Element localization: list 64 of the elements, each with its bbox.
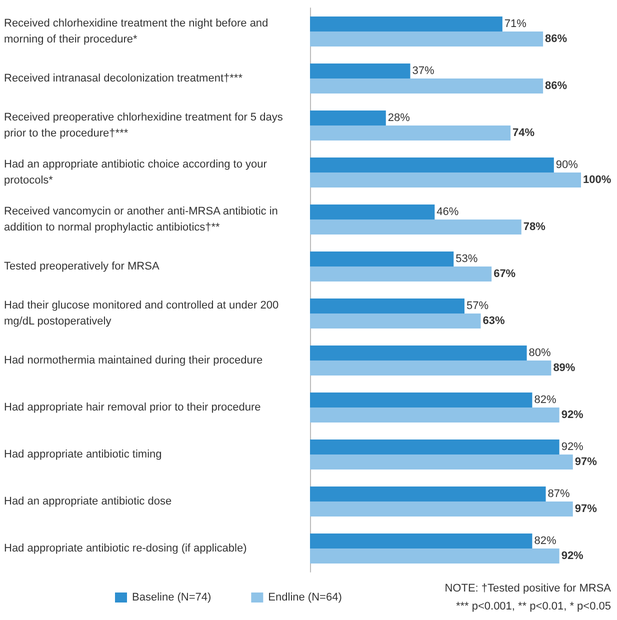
bar — [310, 454, 573, 470]
bar — [310, 439, 560, 454]
y-tick-label: Had an appropriate antibiotic choice according to your protocols* — [4, 158, 270, 186]
y-tick-label: Had appropriate antibiotic re-dosing (if applicable) — [4, 542, 247, 554]
data-label: 86% — [545, 80, 568, 92]
data-label: 92% — [561, 440, 584, 453]
data-label: 74% — [512, 127, 535, 140]
data-label: 46% — [436, 206, 459, 218]
y-tick-label: Had appropriate antibiotic timing — [4, 448, 162, 460]
bar — [310, 360, 552, 376]
bar — [310, 172, 581, 188]
y-tick-label: Tested preoperatively for MRSA — [4, 260, 160, 272]
bar — [310, 204, 435, 220]
data-label: 92% — [561, 409, 584, 422]
y-tick-label: Received chlorhexidine treatment the night before and morning of their procedure* — [4, 18, 272, 46]
data-label: 97% — [574, 456, 598, 468]
data-label: 80% — [528, 346, 552, 359]
bar — [310, 251, 454, 266]
text: NOTE: †Tested positive for MRSA — [444, 582, 612, 594]
bar — [310, 32, 544, 47]
bar — [310, 392, 532, 408]
bar — [310, 345, 527, 360]
data-label: 86% — [545, 33, 568, 46]
data-label: 53% — [456, 252, 478, 265]
bar — [310, 157, 554, 172]
bar — [310, 266, 492, 282]
bar — [310, 126, 511, 141]
data-label: 78% — [523, 221, 546, 234]
bar — [310, 110, 386, 126]
data-label: 82% — [534, 394, 556, 406]
data-label: 87% — [548, 488, 570, 500]
legend-label: Endline (N=64) — [268, 592, 342, 604]
y-tick-label: Received vancomycin or another anti-MRSA antibiotic in addition to normal prophylactic antibiotics†** — [4, 206, 281, 234]
data-label: 57% — [466, 300, 489, 312]
data-label: 67% — [494, 268, 516, 280]
legend-label: Baseline (N=74) — [132, 592, 212, 604]
data-label: 97% — [574, 503, 598, 516]
bar — [310, 16, 502, 32]
y-tick-label: Received intranasal decolonization treatment†*** — [4, 72, 244, 84]
data-label: 90% — [556, 158, 578, 171]
data-label: 63% — [482, 315, 505, 328]
bar — [310, 298, 464, 314]
bar — [310, 548, 560, 564]
bar — [310, 314, 481, 329]
bar — [310, 78, 544, 94]
y-tick-label: Had an appropriate antibiotic dose — [4, 496, 172, 508]
bar — [310, 220, 522, 235]
data-label: 92% — [561, 550, 584, 562]
data-label: 100% — [583, 174, 612, 186]
bar — [310, 533, 532, 548]
data-label: 28% — [388, 112, 410, 124]
y-tick-label: Received preoperative chlorhexidine treatment for 5 days prior to the procedure†*** — [4, 112, 286, 140]
data-label: 37% — [412, 64, 435, 77]
text: *** p<0.001, ** p<0.01, * p<0.05 — [456, 600, 612, 612]
y-tick-label: Had their glucose monitored and controlled at under 200 mg/dL postoperatively — [4, 300, 282, 328]
bar — [310, 408, 560, 423]
data-label: 71% — [504, 18, 527, 30]
data-label: 89% — [553, 362, 576, 374]
bar — [310, 486, 546, 502]
y-tick-label: Had normothermia maintained during their procedure — [4, 354, 263, 366]
bar — [310, 63, 410, 78]
bar — [310, 502, 573, 517]
data-label: 82% — [534, 534, 556, 547]
y-tick-label: Had appropriate hair removal prior to their procedure — [4, 402, 261, 414]
